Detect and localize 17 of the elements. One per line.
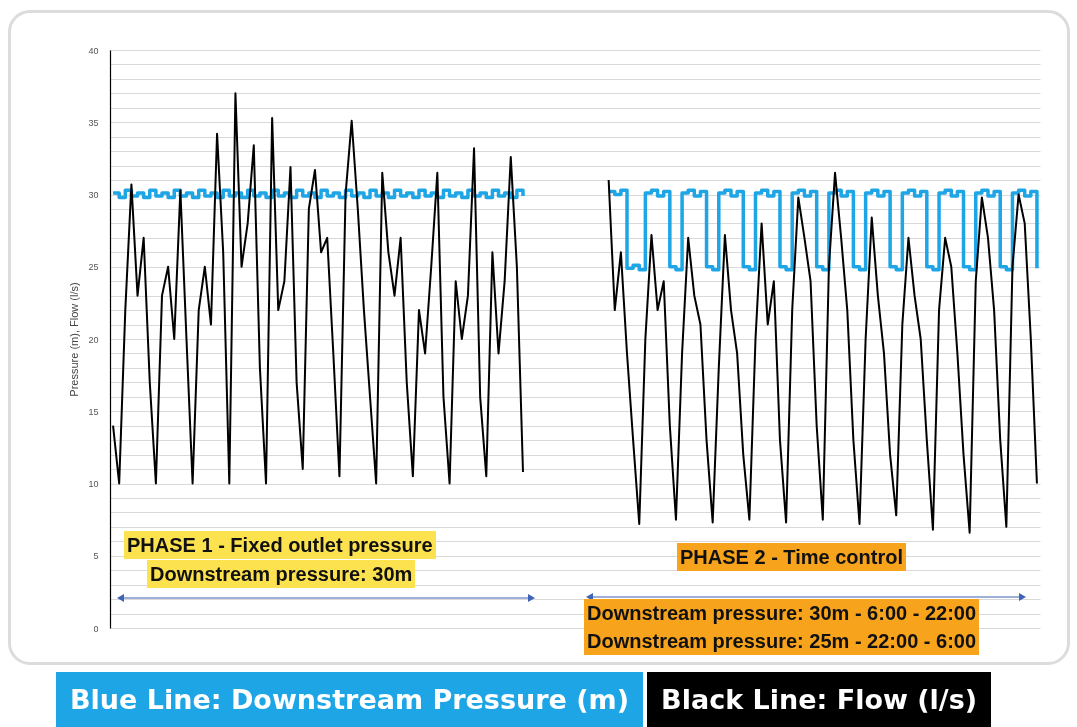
- y-tick-label: 10: [88, 479, 99, 489]
- y-tick-label: 30: [88, 190, 99, 200]
- text: Downstream pressure: 25m - 22:00 - 6:00: [584, 627, 980, 655]
- annotation: Downstream pressure: 30m - 6:00 - 22:00: [584, 599, 980, 627]
- y-tick-label: 15: [88, 406, 99, 417]
- y-tick-label: 35: [88, 117, 99, 128]
- y-tick-label: 5: [93, 551, 99, 562]
- y-tick-label: 25: [88, 262, 99, 273]
- annotation: PHASE 1 - Fixed outlet pressure: [124, 531, 436, 559]
- y-tick-label: 20: [88, 334, 99, 345]
- y-tick-label: 0: [93, 623, 99, 634]
- text: Blue Line: Downstream Pressure (m): [56, 672, 644, 727]
- y-axis-title: Pressure (m), Flow (l/s): [68, 282, 81, 397]
- y-tick-label: 40: [88, 45, 99, 56]
- annotation: Downstream pressure: 30m: [147, 560, 416, 588]
- text: Black Line: Flow (l/s): [647, 672, 992, 727]
- annotation: PHASE 2 - Time control: [677, 543, 907, 571]
